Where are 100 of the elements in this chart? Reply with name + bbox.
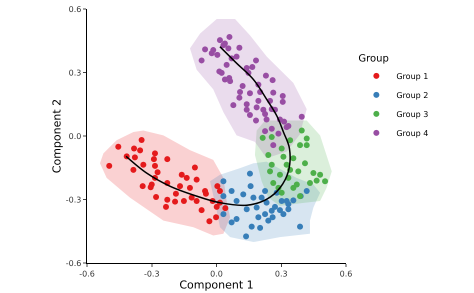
point (250, 194, 256, 201)
point (230, 102, 236, 108)
point (236, 94, 242, 101)
point (213, 214, 220, 220)
point (297, 142, 304, 148)
point (262, 72, 269, 79)
point (268, 134, 275, 140)
point (268, 162, 275, 168)
point (240, 83, 246, 90)
point (278, 145, 285, 152)
y-tick-label: 0.3 (68, 68, 82, 78)
point (220, 178, 226, 184)
point (253, 118, 259, 124)
point (285, 206, 292, 212)
point (270, 214, 276, 220)
y-tick-label: 0.6 (68, 4, 82, 14)
point (154, 169, 161, 176)
point (290, 155, 296, 162)
point (255, 214, 262, 220)
point (262, 110, 268, 117)
point (272, 204, 278, 210)
point (275, 130, 282, 137)
y-tick-label: -0.6 (66, 258, 82, 268)
point (228, 188, 235, 194)
legend-label: Group 3 (396, 110, 428, 120)
point (254, 204, 260, 211)
point (255, 98, 262, 104)
point (304, 142, 310, 148)
point (208, 50, 215, 56)
point (178, 172, 185, 178)
point (280, 98, 286, 105)
point (194, 176, 200, 183)
point (140, 162, 146, 168)
y-tick-label: -0.3 (66, 195, 82, 204)
point (262, 188, 268, 194)
point (244, 206, 250, 212)
point (322, 178, 328, 184)
point (264, 200, 270, 206)
point (258, 194, 265, 201)
point (249, 64, 256, 70)
point (297, 224, 304, 230)
point (246, 170, 253, 177)
point (130, 166, 136, 173)
point (280, 93, 286, 99)
point (220, 211, 226, 218)
x-tick-label: 0.3 (274, 270, 288, 279)
point (268, 126, 275, 132)
point (152, 162, 158, 169)
point (172, 190, 179, 197)
point (278, 190, 285, 196)
x-tick-label: -0.3 (144, 270, 160, 279)
y-tick-label: 0.0 (68, 132, 82, 141)
point (244, 106, 250, 113)
point (262, 211, 268, 218)
y-axis-title: Component 2 (50, 98, 64, 174)
point (132, 154, 138, 160)
point (163, 204, 169, 210)
point (248, 183, 254, 190)
point (285, 201, 292, 208)
point (152, 150, 158, 156)
point (310, 170, 316, 176)
legend-label: Group 1 (396, 72, 428, 82)
point (226, 34, 232, 40)
point (214, 204, 220, 210)
point (192, 164, 198, 171)
point (267, 168, 274, 174)
point (280, 154, 286, 160)
point (148, 184, 154, 190)
point (246, 112, 253, 118)
x-tick-label: 0.6 (340, 270, 352, 279)
point (177, 183, 184, 190)
point (234, 216, 240, 222)
point (290, 197, 296, 204)
point (276, 207, 283, 214)
x-tick-label: -0.6 (79, 270, 95, 279)
point (237, 88, 244, 95)
point (224, 62, 230, 68)
point (298, 128, 305, 134)
point (140, 183, 146, 190)
point (284, 162, 290, 168)
point (317, 172, 324, 178)
point (153, 194, 160, 200)
point (262, 128, 268, 134)
point (270, 77, 276, 84)
point (240, 191, 246, 198)
point (270, 90, 276, 96)
point (254, 104, 260, 110)
point (137, 147, 144, 154)
point (265, 152, 272, 158)
point (270, 180, 276, 186)
point (253, 57, 259, 64)
point (298, 114, 305, 120)
point (227, 78, 234, 84)
point (214, 52, 220, 58)
point (180, 198, 187, 204)
point (184, 174, 190, 181)
point (276, 172, 283, 178)
point (220, 193, 226, 200)
point (172, 198, 178, 205)
point (260, 134, 266, 141)
